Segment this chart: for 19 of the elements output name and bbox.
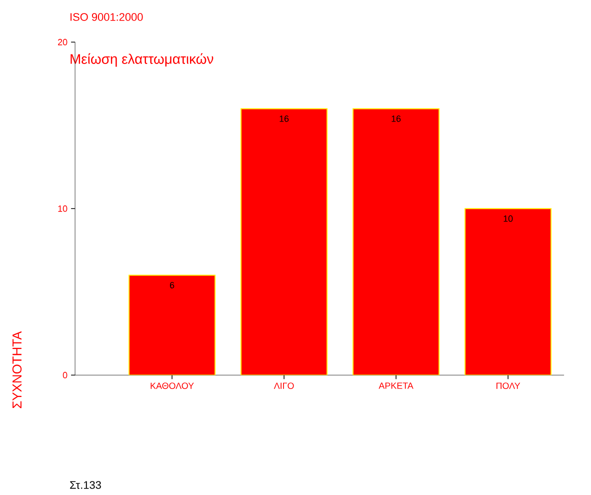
text: Μείωση ελαττωματικών [70, 53, 214, 67]
y-axis-title: ΣΥΧΝΟΤΗΤΑ [12, 331, 22, 408]
chart-title: ISO 9001:2000 [70, 13, 143, 21]
bar [352, 108, 440, 376]
data-label: 16 [280, 116, 289, 122]
y-tick-label: 0 [62, 372, 68, 378]
x-tick-label: ΚΑΘΟΛΟΥ [150, 382, 194, 389]
y-tick-label: 20 [58, 38, 68, 46]
data-label: 10 [504, 215, 513, 222]
data-label: 16 [392, 116, 401, 122]
x-tick-label: ΑΡΚΕΤΑ [378, 382, 414, 389]
x-tick-label: ΠΟΛΥ [496, 382, 520, 389]
text: Στ.133 [70, 481, 101, 489]
x-tick-label: ΛΙΓΟ [274, 382, 294, 389]
y-tick-label: 10 [58, 205, 68, 212]
bar [128, 274, 216, 376]
data-label: 6 [170, 282, 174, 288]
bar [464, 208, 552, 376]
bar [240, 108, 328, 376]
